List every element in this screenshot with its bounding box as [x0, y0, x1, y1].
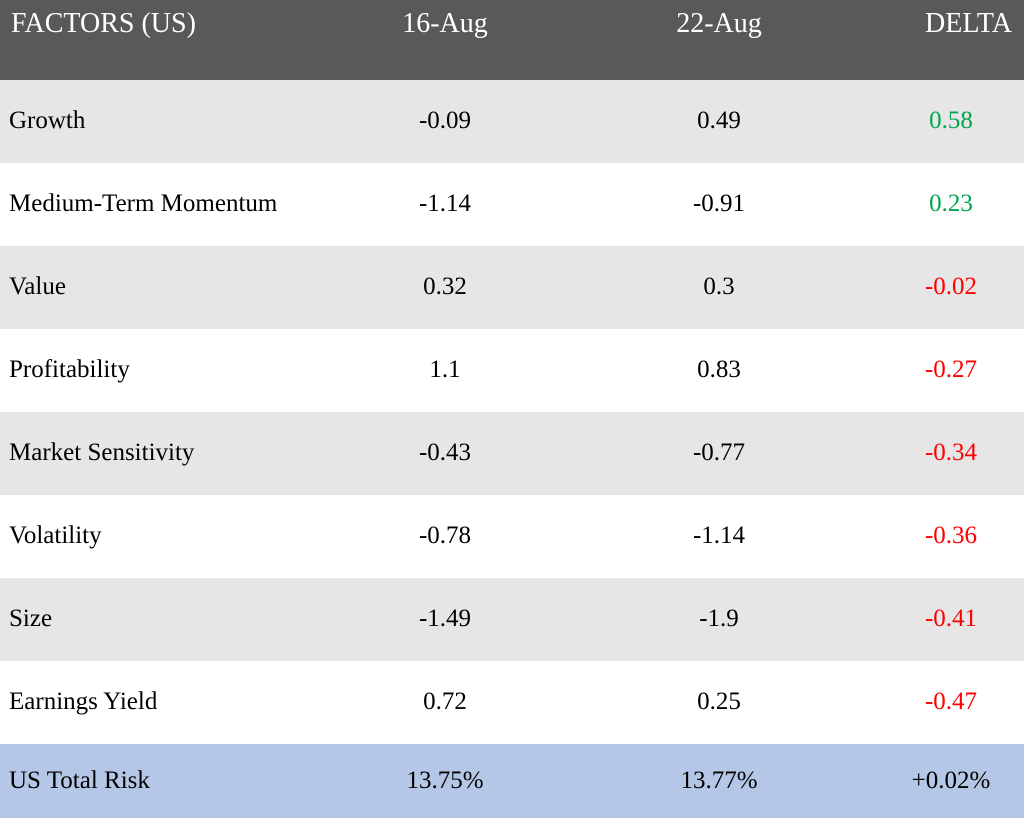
- factor-name: Volatility: [9, 522, 102, 550]
- total-16-aug: 13.75%: [406, 766, 484, 794]
- delta-value: 0.58: [929, 107, 973, 135]
- total-row: US Total Risk 13.75% 13.77% +0.02%: [0, 743, 1024, 818]
- delta-value: 0.23: [929, 190, 973, 218]
- value-22-aug: -0.77: [692, 439, 746, 467]
- value-22-aug: -0.91: [692, 190, 746, 218]
- table-row: Volatility -0.78 -1.14 -0.36: [0, 494, 1024, 578]
- table-row: Profitability 1.1 0.83 -0.27: [0, 328, 1024, 412]
- value-22-aug: 0.49: [697, 107, 741, 135]
- header-factors: FACTORS (US): [11, 8, 196, 39]
- delta-value: -0.36: [924, 522, 978, 550]
- table-row: Value 0.32 0.3 -0.02: [0, 245, 1024, 329]
- value-16-aug: -1.49: [418, 605, 472, 633]
- factor-name: Value: [9, 273, 66, 301]
- delta-value: -0.02: [924, 273, 978, 301]
- table-row: Growth -0.09 0.49 0.58: [0, 79, 1024, 163]
- table-body: Growth -0.09 0.49 0.58 Medium-Term Momen…: [0, 79, 1024, 744]
- factor-name: Market Sensitivity: [9, 439, 195, 467]
- delta-value: -0.47: [924, 688, 978, 716]
- value-16-aug: 1.1: [429, 356, 461, 384]
- value-22-aug: -1.14: [692, 522, 746, 550]
- header-22-aug: 22-Aug: [676, 8, 762, 39]
- delta-value: -0.41: [924, 605, 978, 633]
- value-22-aug: 0.3: [703, 273, 735, 301]
- factor-name: Profitability: [9, 356, 130, 384]
- total-label: US Total Risk: [9, 766, 150, 794]
- delta-value: -0.27: [924, 356, 978, 384]
- total-delta: +0.02%: [911, 766, 991, 794]
- value-16-aug: 0.72: [423, 688, 467, 716]
- total-22-aug: 13.77%: [680, 766, 758, 794]
- value-22-aug: -1.9: [699, 605, 739, 633]
- value-16-aug: -0.78: [418, 522, 472, 550]
- value-16-aug: -0.09: [418, 107, 472, 135]
- value-16-aug: -0.43: [418, 439, 472, 467]
- value-16-aug: 0.32: [423, 273, 467, 301]
- table-row: Earnings Yield 0.72 0.25 -0.47: [0, 660, 1024, 744]
- factor-name: Growth: [9, 107, 86, 135]
- table-row: Market Sensitivity -0.43 -0.77 -0.34: [0, 411, 1024, 495]
- table-row: Size -1.49 -1.9 -0.41: [0, 577, 1024, 661]
- factor-name: Size: [9, 605, 53, 633]
- value-16-aug: -1.14: [418, 190, 472, 218]
- value-22-aug: 0.83: [697, 356, 741, 384]
- header-delta: DELTA: [925, 8, 1012, 39]
- table-header: FACTORS (US) 16-Aug 22-Aug DELTA: [0, 0, 1024, 80]
- factor-name: Medium-Term Momentum: [9, 190, 278, 218]
- table-row: Medium-Term Momentum -1.14 -0.91 0.23: [0, 162, 1024, 246]
- value-22-aug: 0.25: [697, 688, 741, 716]
- factor-name: Earnings Yield: [9, 688, 158, 716]
- delta-value: -0.34: [924, 439, 978, 467]
- header-16-aug: 16-Aug: [402, 8, 488, 39]
